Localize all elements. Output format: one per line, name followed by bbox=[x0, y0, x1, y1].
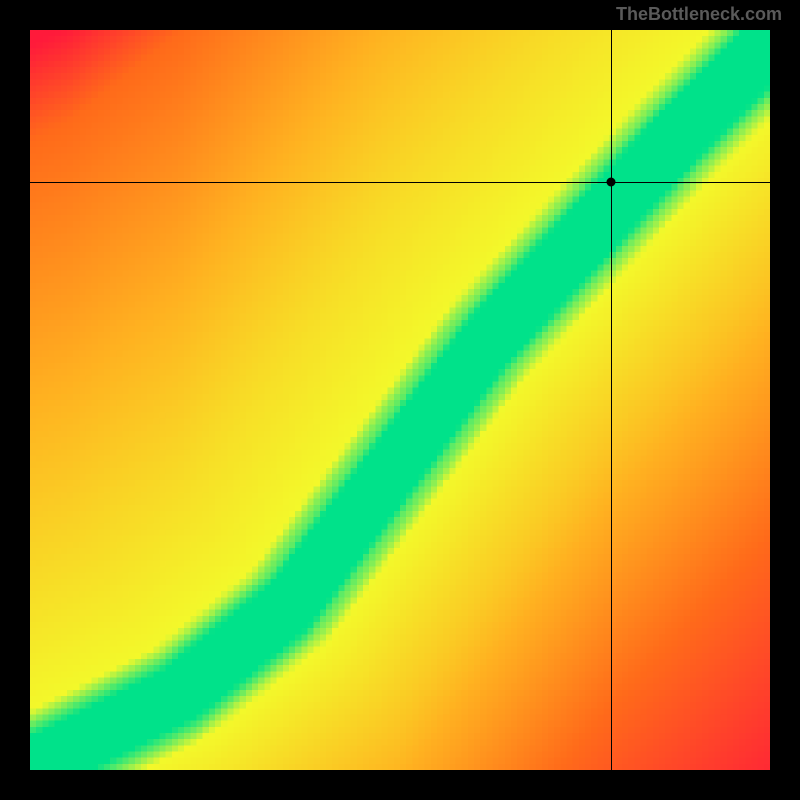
crosshair-horizontal bbox=[30, 182, 770, 183]
bottleneck-heatmap-plot bbox=[30, 30, 770, 770]
crosshair-vertical bbox=[611, 30, 612, 770]
crosshair-marker-dot bbox=[606, 177, 615, 186]
heatmap-canvas bbox=[30, 30, 770, 770]
watermark-text: TheBottleneck.com bbox=[616, 4, 782, 25]
